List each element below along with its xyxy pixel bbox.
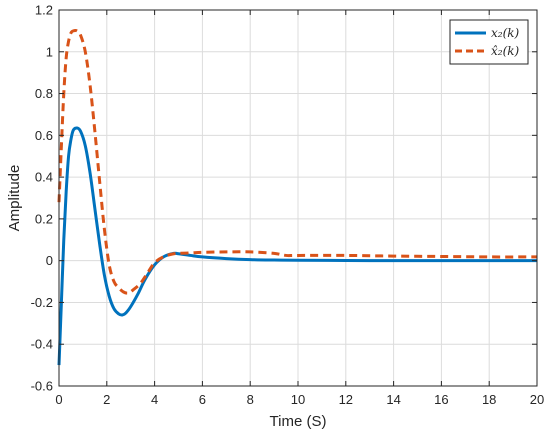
y-tick-label: -0.6 <box>31 379 53 394</box>
x-tick-label: 8 <box>247 392 254 407</box>
y-tick-label: 0.8 <box>35 86 53 101</box>
legend-label-x2: x₂(k) <box>491 26 520 40</box>
series-group <box>57 28 538 366</box>
x-tick-label: 6 <box>199 392 206 407</box>
x-tick-label: 4 <box>151 392 158 407</box>
y-tick-label: -0.4 <box>31 337 53 352</box>
y-axis-label: Amplitude <box>6 165 23 232</box>
y-tick-label: 0.2 <box>35 211 53 226</box>
x-tick-label: 12 <box>339 392 353 407</box>
legend-box <box>449 19 529 65</box>
legend: x₂(k) x̂₂(k) <box>449 19 529 65</box>
y-tick-label: -0.2 <box>31 295 53 310</box>
tick-labels: 0 2 4 6 8 10 12 14 16 18 20 -0.6 -0.4 -0.2 0 0.2 0.4 0.6 0… <box>31 3 545 408</box>
x-tick-label: 16 <box>434 392 448 407</box>
y-tick-label: 0.6 <box>35 128 53 143</box>
series-line-x2 <box>57 126 537 366</box>
x-axis-label: Time (S) <box>270 413 327 430</box>
x-tick-label: 10 <box>291 392 305 407</box>
x-tick-label: 20 <box>530 392 544 407</box>
x-tick-label: 14 <box>386 392 400 407</box>
legend-label-x2-hat: x̂₂(k) <box>491 44 520 58</box>
ticks <box>58 9 538 387</box>
x-tick-label: 2 <box>103 392 110 407</box>
y-tick-label: 1 <box>46 44 53 59</box>
x-tick-label: 18 <box>482 392 496 407</box>
y-tick-label: 0.4 <box>35 170 53 185</box>
x-tick-label: 0 <box>55 392 62 407</box>
grid <box>59 10 537 386</box>
series-line-x2-hat <box>57 28 538 295</box>
y-tick-label: 0 <box>46 253 53 268</box>
y-tick-label: 1.2 <box>35 3 53 18</box>
